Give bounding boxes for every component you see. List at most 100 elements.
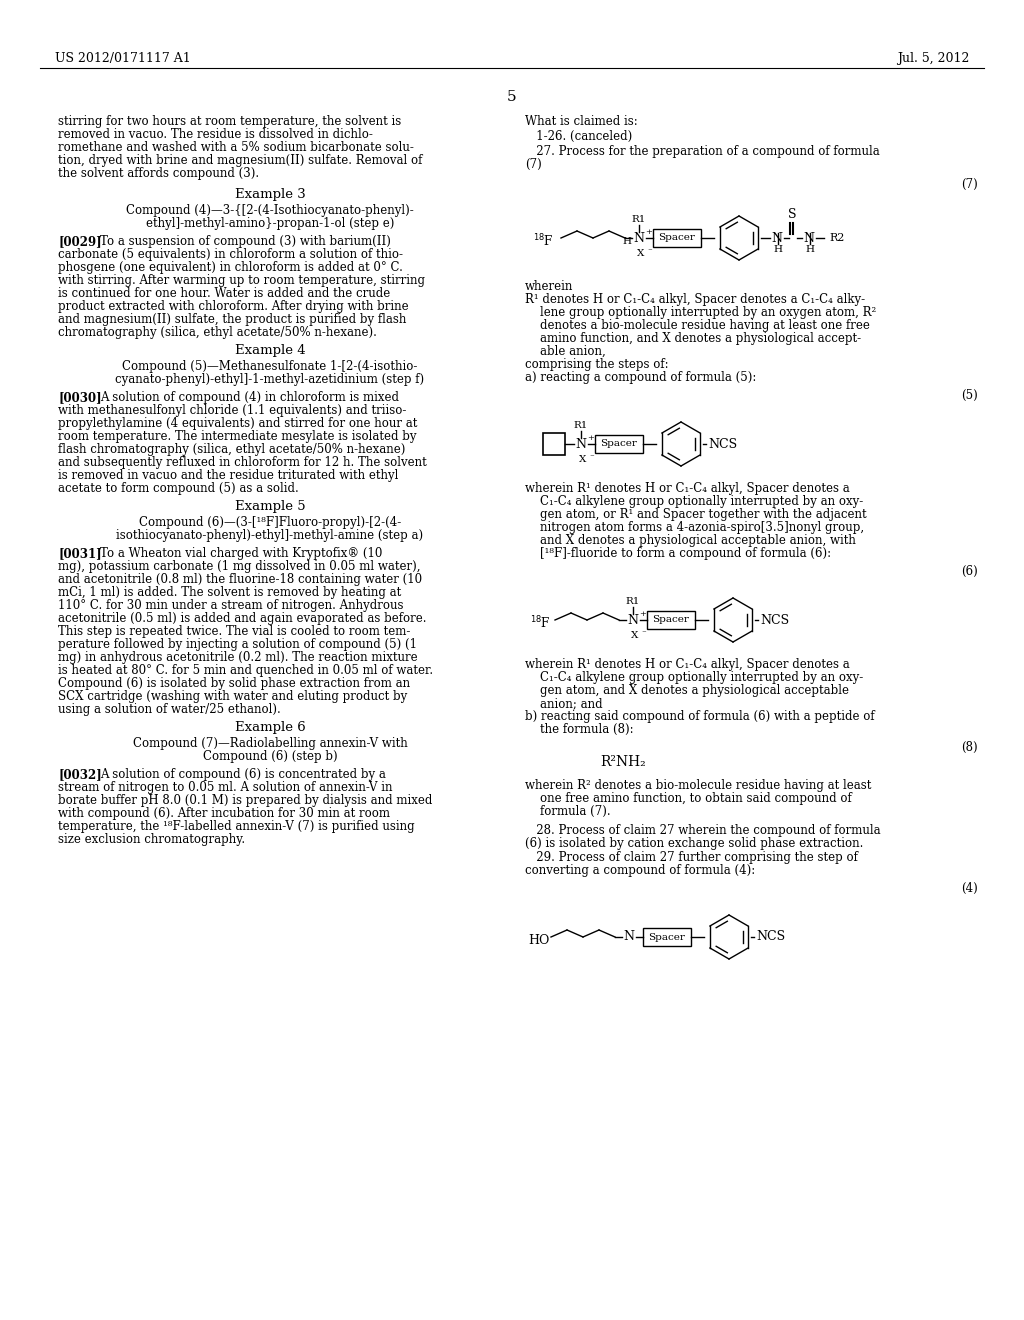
Text: [0030]: [0030] bbox=[58, 391, 101, 404]
Text: S: S bbox=[787, 207, 797, 220]
Text: +: + bbox=[639, 610, 646, 618]
Text: gen atom, and X denotes a physiological acceptable: gen atom, and X denotes a physiological … bbox=[525, 684, 849, 697]
Text: NCS: NCS bbox=[756, 931, 785, 944]
Text: wherein R¹ denotes H or C₁-C₄ alkyl, Spacer denotes a: wherein R¹ denotes H or C₁-C₄ alkyl, Spa… bbox=[525, 482, 850, 495]
Text: formula (7).: formula (7). bbox=[525, 805, 610, 818]
Text: product extracted with chloroform. After drying with brine: product extracted with chloroform. After… bbox=[58, 300, 409, 313]
Text: borate buffer pH 8.0 (0.1 M) is prepared by dialysis and mixed: borate buffer pH 8.0 (0.1 M) is prepared… bbox=[58, 795, 432, 807]
Text: To a suspension of compound (3) with barium(II): To a suspension of compound (3) with bar… bbox=[100, 235, 391, 248]
Text: R1: R1 bbox=[632, 214, 646, 223]
Text: size exclusion chromatography.: size exclusion chromatography. bbox=[58, 833, 245, 846]
Text: R1: R1 bbox=[573, 421, 588, 429]
Bar bbox=[647, 611, 695, 630]
Text: +: + bbox=[645, 228, 652, 236]
Text: Compound (5)—Methanesulfonate 1-[2-(4-isothio-: Compound (5)—Methanesulfonate 1-[2-(4-is… bbox=[122, 360, 418, 374]
Text: C₁-C₄ alkylene group optionally interrupted by an oxy-: C₁-C₄ alkylene group optionally interrup… bbox=[525, 671, 863, 684]
Text: perature followed by injecting a solution of compound (5) (1: perature followed by injecting a solutio… bbox=[58, 638, 417, 651]
Text: X: X bbox=[637, 248, 645, 257]
Text: R1: R1 bbox=[626, 597, 640, 606]
Text: R¹ denotes H or C₁-C₄ alkyl, Spacer denotes a C₁-C₄ alky-: R¹ denotes H or C₁-C₄ alkyl, Spacer deno… bbox=[525, 293, 865, 306]
Text: (4): (4) bbox=[962, 882, 978, 895]
Text: H: H bbox=[773, 246, 782, 255]
Text: N: N bbox=[575, 437, 587, 450]
Text: denotes a bio-molecule residue having at least one free: denotes a bio-molecule residue having at… bbox=[525, 319, 869, 333]
Text: with stirring. After warming up to room temperature, stirring: with stirring. After warming up to room … bbox=[58, 275, 425, 286]
Text: Compound (6) (step b): Compound (6) (step b) bbox=[203, 750, 337, 763]
Text: (7): (7) bbox=[525, 158, 542, 172]
Text: Compound (6) is isolated by solid phase extraction from an: Compound (6) is isolated by solid phase … bbox=[58, 677, 411, 690]
Text: stirring for two hours at room temperature, the solvent is: stirring for two hours at room temperatu… bbox=[58, 115, 401, 128]
Text: temperature, the ¹⁸F-labelled annexin-V (7) is purified using: temperature, the ¹⁸F-labelled annexin-V … bbox=[58, 820, 415, 833]
Text: isothiocyanato-phenyl)-ethyl]-methyl-amine (step a): isothiocyanato-phenyl)-ethyl]-methyl-ami… bbox=[117, 529, 424, 543]
Text: (5): (5) bbox=[962, 389, 978, 403]
Text: with methanesulfonyl chloride (1.1 equivalents) and triiso-: with methanesulfonyl chloride (1.1 equiv… bbox=[58, 404, 407, 417]
Text: Spacer: Spacer bbox=[658, 234, 695, 243]
Text: ⁻: ⁻ bbox=[641, 630, 646, 639]
Text: [¹⁸F]-fluoride to form a compound of formula (6):: [¹⁸F]-fluoride to form a compound of for… bbox=[525, 546, 831, 560]
Text: HO: HO bbox=[528, 933, 549, 946]
Text: (6) is isolated by cation exchange solid phase extraction.: (6) is isolated by cation exchange solid… bbox=[525, 837, 863, 850]
Text: [0031]: [0031] bbox=[58, 546, 101, 560]
Text: romethane and washed with a 5% sodium bicarbonate solu-: romethane and washed with a 5% sodium bi… bbox=[58, 141, 414, 154]
Text: R2: R2 bbox=[829, 234, 845, 243]
Text: (7): (7) bbox=[962, 178, 978, 191]
Text: To a Wheaton vial charged with Kryptofix® (10: To a Wheaton vial charged with Kryptofix… bbox=[100, 546, 382, 560]
Text: mg), potassium carbonate (1 mg dissolved in 0.05 ml water),: mg), potassium carbonate (1 mg dissolved… bbox=[58, 560, 421, 573]
Text: is removed in vacuo and the residue triturated with ethyl: is removed in vacuo and the residue trit… bbox=[58, 469, 398, 482]
Text: Spacer: Spacer bbox=[652, 615, 689, 624]
Text: converting a compound of formula (4):: converting a compound of formula (4): bbox=[525, 865, 756, 876]
Bar bbox=[595, 436, 643, 453]
Text: ⁻: ⁻ bbox=[589, 454, 594, 462]
Text: is heated at 80° C. for 5 min and quenched in 0.05 ml of water.: is heated at 80° C. for 5 min and quench… bbox=[58, 664, 433, 677]
Text: N: N bbox=[771, 231, 782, 244]
Text: C₁-C₄ alkylene group optionally interrupted by an oxy-: C₁-C₄ alkylene group optionally interrup… bbox=[525, 495, 863, 508]
Text: Spacer: Spacer bbox=[648, 932, 685, 941]
Text: stream of nitrogen to 0.05 ml. A solution of annexin-V in: stream of nitrogen to 0.05 ml. A solutio… bbox=[58, 781, 392, 795]
Text: H: H bbox=[806, 246, 814, 255]
Text: ⁻: ⁻ bbox=[647, 248, 651, 256]
Text: [0029]: [0029] bbox=[58, 235, 101, 248]
Text: +: + bbox=[587, 434, 594, 442]
Text: Spacer: Spacer bbox=[600, 440, 637, 449]
Bar bbox=[543, 433, 565, 455]
Text: propylethylamine (4 equivalents) and stirred for one hour at: propylethylamine (4 equivalents) and sti… bbox=[58, 417, 418, 430]
Text: [0032]: [0032] bbox=[58, 768, 101, 781]
Text: Compound (6)—(3-[¹⁸F]Fluoro-propyl)-[2-(4-: Compound (6)—(3-[¹⁸F]Fluoro-propyl)-[2-(… bbox=[139, 516, 401, 529]
Text: 29. Process of claim 27 further comprising the step of: 29. Process of claim 27 further comprisi… bbox=[525, 851, 858, 865]
Text: comprising the steps of:: comprising the steps of: bbox=[525, 358, 669, 371]
Text: N: N bbox=[624, 931, 635, 944]
Text: and acetonitrile (0.8 ml) the fluorine-18 containing water (10: and acetonitrile (0.8 ml) the fluorine-1… bbox=[58, 573, 422, 586]
Bar bbox=[653, 228, 701, 247]
Text: A solution of compound (4) in chloroform is mixed: A solution of compound (4) in chloroform… bbox=[100, 391, 399, 404]
Text: with compound (6). After incubation for 30 min at room: with compound (6). After incubation for … bbox=[58, 807, 390, 820]
Text: one free amino function, to obtain said compound of: one free amino function, to obtain said … bbox=[525, 792, 852, 805]
Text: chromatography (silica, ethyl acetate/50% n-hexane).: chromatography (silica, ethyl acetate/50… bbox=[58, 326, 377, 339]
Text: acetate to form compound (5) as a solid.: acetate to form compound (5) as a solid. bbox=[58, 482, 299, 495]
Text: a) reacting a compound of formula (5):: a) reacting a compound of formula (5): bbox=[525, 371, 757, 384]
Text: mg) in anhydrous acetonitrile (0.2 ml). The reaction mixture: mg) in anhydrous acetonitrile (0.2 ml). … bbox=[58, 651, 418, 664]
Text: (6): (6) bbox=[962, 565, 978, 578]
Text: ethyl]-methyl-amino}-propan-1-ol (step e): ethyl]-methyl-amino}-propan-1-ol (step e… bbox=[145, 216, 394, 230]
Text: wherein R¹ denotes H or C₁-C₄ alkyl, Spacer denotes a: wherein R¹ denotes H or C₁-C₄ alkyl, Spa… bbox=[525, 657, 850, 671]
Text: SCX cartridge (washing with water and eluting product by: SCX cartridge (washing with water and el… bbox=[58, 690, 408, 704]
Text: This step is repeated twice. The vial is cooled to room tem-: This step is repeated twice. The vial is… bbox=[58, 624, 411, 638]
Text: wherein R² denotes a bio-molecule residue having at least: wherein R² denotes a bio-molecule residu… bbox=[525, 779, 871, 792]
Text: cyanato-phenyl)-ethyl]-1-methyl-azetidinium (step f): cyanato-phenyl)-ethyl]-1-methyl-azetidin… bbox=[116, 374, 425, 385]
Text: 5: 5 bbox=[507, 90, 517, 104]
Text: (8): (8) bbox=[962, 741, 978, 754]
Text: N: N bbox=[628, 614, 639, 627]
Text: is continued for one hour. Water is added and the crude: is continued for one hour. Water is adde… bbox=[58, 286, 390, 300]
Text: X: X bbox=[632, 631, 639, 639]
Text: tion, dryed with brine and magnesium(II) sulfate. Removal of: tion, dryed with brine and magnesium(II)… bbox=[58, 154, 422, 168]
Text: Jul. 5, 2012: Jul. 5, 2012 bbox=[897, 51, 969, 65]
Text: flash chromatography (silica, ethyl acetate/50% n-hexane): flash chromatography (silica, ethyl acet… bbox=[58, 444, 406, 455]
Text: Example 6: Example 6 bbox=[234, 721, 305, 734]
Bar bbox=[643, 928, 691, 946]
Text: X: X bbox=[580, 454, 587, 463]
Text: 110° C. for 30 min under a stream of nitrogen. Anhydrous: 110° C. for 30 min under a stream of nit… bbox=[58, 599, 403, 612]
Text: $^{18}$F: $^{18}$F bbox=[530, 615, 551, 631]
Text: room temperature. The intermediate mesylate is isolated by: room temperature. The intermediate mesyl… bbox=[58, 430, 417, 444]
Text: NCS: NCS bbox=[708, 437, 737, 450]
Text: 27. Process for the preparation of a compound of formula: 27. Process for the preparation of a com… bbox=[525, 145, 880, 158]
Text: Compound (7)—Radiolabelling annexin-V with: Compound (7)—Radiolabelling annexin-V wi… bbox=[133, 737, 408, 750]
